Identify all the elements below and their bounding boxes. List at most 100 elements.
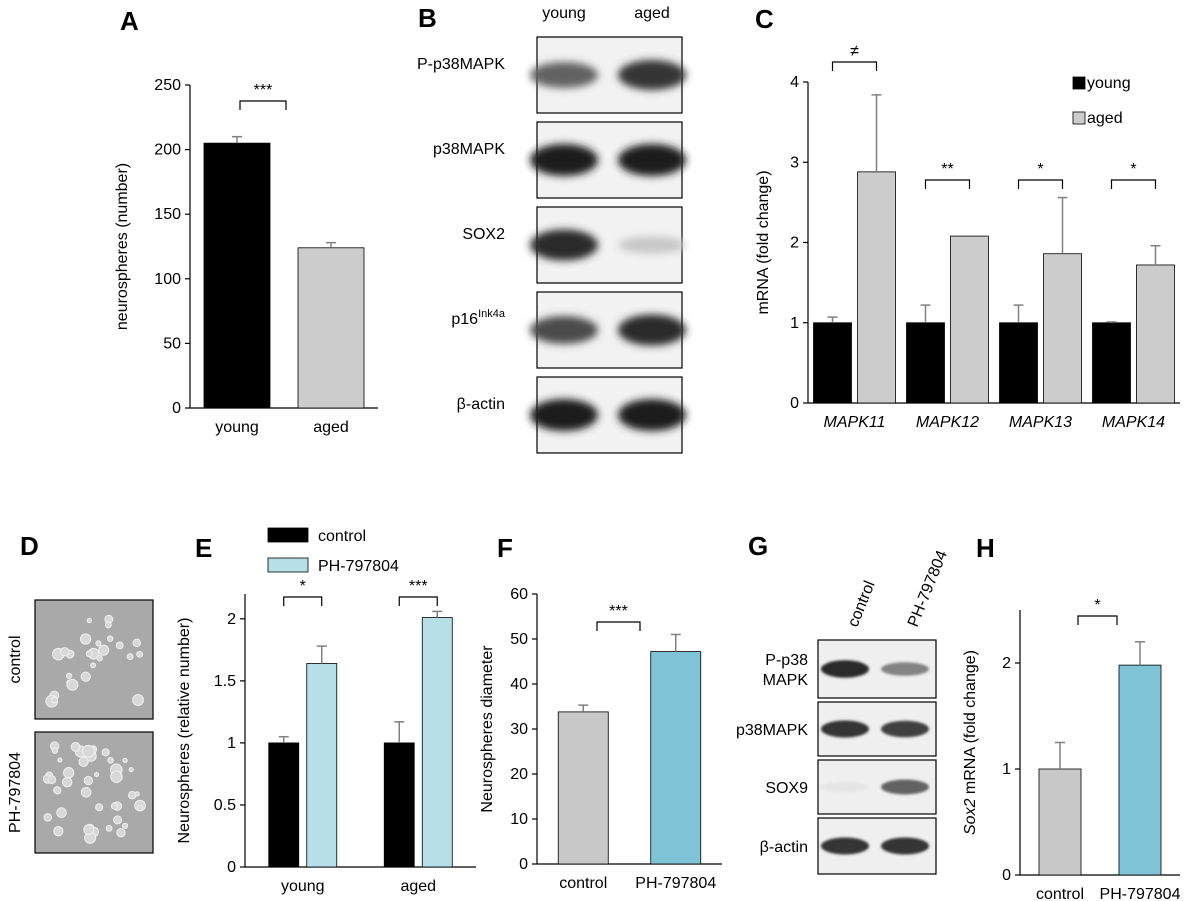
x-tick-label: young (215, 419, 259, 436)
bar (1043, 253, 1082, 404)
y-tick-label: 100 (154, 271, 181, 288)
micrograph-label: control (7, 635, 24, 683)
neurosphere-dot (134, 791, 140, 797)
neurosphere-dot (107, 757, 114, 764)
panel-letter-c: C (755, 4, 774, 34)
neurosphere-dot (127, 791, 137, 800)
neurosphere-dot (136, 804, 144, 812)
blot-band (530, 144, 598, 176)
y-tick-label: 10 (510, 811, 528, 828)
blot-band (530, 399, 598, 431)
significance-bracket (1077, 615, 1118, 625)
neurosphere-dot (98, 644, 110, 656)
significance-label: * (1130, 161, 1136, 178)
panel-g-blot: control PH-797804 P-p38 MAPK p38MAPK SOX9 β-ac… (736, 548, 951, 875)
blot-band (821, 720, 869, 738)
y-tick-label: 50 (163, 335, 181, 352)
legend: young aged (1072, 75, 1131, 127)
neurosphere-dot (126, 653, 134, 661)
y-axis-label-rest: mRNA (fold change) (962, 650, 979, 799)
significance-label: * (1037, 161, 1043, 178)
bar (1092, 322, 1131, 404)
neurosphere-dot (132, 694, 144, 706)
blot-column-label: PH-797804 (905, 548, 951, 630)
significance-label: ≠ (850, 43, 859, 60)
blot-column-label: control (845, 579, 879, 630)
legend-swatch (267, 557, 309, 573)
panel-e-chart: 0 0.5 1 1.5 2 young aged Neurospheres (relative… (176, 527, 476, 895)
blot-band (881, 662, 929, 676)
neurosphere-dot (85, 650, 93, 658)
bar (421, 617, 453, 868)
x-tick-label: control (559, 875, 607, 892)
neurosphere-dot (132, 638, 142, 648)
neurosphere-dot (66, 678, 79, 691)
neurosphere-dot (78, 756, 89, 767)
x-tick-label: young (281, 878, 325, 895)
y-tick-label: 150 (154, 206, 181, 223)
panel-letter-a: A (120, 6, 139, 36)
legend-swatch (267, 527, 309, 543)
x-tick-label: MAPK13 (1009, 414, 1072, 431)
blot-band (881, 837, 929, 855)
panel-letter-h: H (976, 533, 995, 563)
blot-row-label-sup: Ink4a (478, 308, 506, 320)
neurosphere-dot (94, 771, 100, 778)
blot-band (618, 144, 686, 176)
y-tick-label: 0 (1002, 867, 1011, 884)
blot-row-label-main: β-actin (457, 396, 505, 413)
panel-letter-g: G (748, 531, 768, 561)
blot-band (530, 62, 598, 88)
blot-row-label: p16Ink4a (451, 308, 505, 328)
bar (1038, 768, 1082, 876)
neurosphere-dot (80, 671, 91, 682)
neurosphere-dot (90, 662, 97, 669)
neurosphere-dot (57, 757, 63, 763)
x-tick-label: aged (400, 878, 436, 895)
significance-label: * (300, 578, 306, 595)
blot-row-label: MAPK (763, 672, 809, 689)
blot-row-label: β-actin (457, 396, 505, 413)
significance-label: *** (609, 603, 628, 620)
neurosphere-dot (136, 650, 144, 658)
legend-swatch (1072, 111, 1086, 125)
neurosphere-dot (79, 633, 92, 645)
blot-row-label-main: p16 (451, 311, 478, 328)
neurosphere-dot (104, 621, 112, 629)
blot-band (881, 720, 929, 738)
significance-label: ** (941, 161, 953, 178)
blot-band (821, 837, 869, 855)
bar (906, 322, 945, 404)
neurosphere-dot (80, 786, 92, 798)
significance-bracket (239, 100, 287, 110)
y-tick-label: 50 (510, 631, 528, 648)
legend-label: young (1087, 75, 1131, 92)
x-tick-label: MAPK14 (1102, 414, 1165, 431)
bar (306, 663, 338, 868)
blot-row-label: p38MAPK (433, 141, 505, 158)
neurosphere-dot (61, 776, 73, 788)
blot-row-label: SOX2 (462, 226, 505, 243)
x-tick-label: MAPK11 (824, 414, 886, 431)
panel-letter-d: D (20, 531, 39, 561)
y-tick-label: 1 (790, 315, 799, 332)
legend-label: PH-797804 (318, 558, 399, 575)
y-tick-label: 20 (510, 766, 528, 783)
blot-band (618, 399, 686, 431)
neurosphere-dot (43, 813, 53, 822)
neurosphere-dot (101, 748, 110, 757)
y-tick-label: 3 (790, 154, 799, 171)
panel-b-blot: young aged P-p38MAPK p38MAPK SOX2 p16Ink4a β-a… (417, 5, 686, 454)
y-axis-label-italic: Sox2 (962, 798, 979, 835)
panel-h-chart: 0 1 2 control PH-797804 Sox2 mRNA (fold chang… (962, 597, 1181, 901)
neurosphere-dot (116, 828, 126, 838)
y-tick-label: 40 (510, 676, 528, 693)
x-tick-label: MAPK12 (916, 414, 979, 431)
blot-band (618, 314, 686, 346)
y-tick-label: 0.5 (214, 797, 236, 814)
bar (557, 711, 609, 865)
legend: control PH-797804 (267, 527, 399, 575)
blot-row-label: β-actin (760, 839, 808, 856)
blot-band (530, 316, 598, 344)
